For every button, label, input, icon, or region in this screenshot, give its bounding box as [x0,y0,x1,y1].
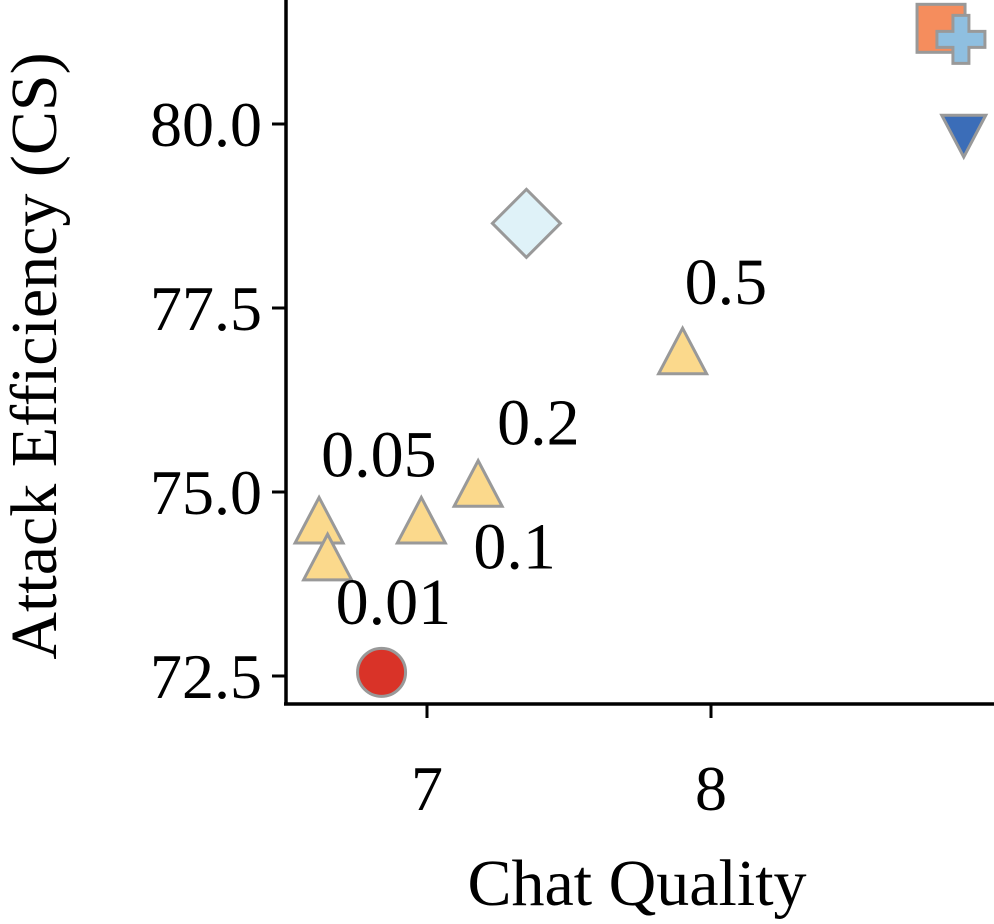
x-axis-label: Chat Quality [467,847,806,920]
point-annotation: 0.1 [473,510,556,583]
marks-layer [292,2,989,698]
x-tick-label: 7 [411,753,443,824]
ticks-layer: 7 8 72.5 75.0 77.5 80.0 [150,89,727,824]
triangle-up-point [301,531,355,582]
triangle-up-point [292,494,346,545]
annotations-layer: 0.05 0.01 0.1 0.2 0.5 [321,246,767,639]
point-annotation: 0.01 [336,566,452,639]
diamond-point [490,187,563,260]
point-annotation: 0.05 [321,418,437,491]
y-tick-label: 77.5 [150,273,262,344]
y-axis-label: Attack Efficiency (CS) [0,52,71,659]
x-tick-label: 8 [695,753,727,824]
triangle-up-point [656,324,710,376]
y-tick-label: 80.0 [150,89,262,160]
y-tick-label: 72.5 [150,641,262,712]
triangle-up-point [451,457,505,508]
y-tick-label: 75.0 [150,457,262,528]
point-annotation: 0.5 [685,246,768,319]
circle-point [356,646,408,698]
axes-layer [284,0,994,706]
triangle-down-point [939,113,989,161]
point-annotation: 0.2 [497,387,580,460]
plus-point [935,13,987,65]
triangle-up-point [394,494,448,545]
